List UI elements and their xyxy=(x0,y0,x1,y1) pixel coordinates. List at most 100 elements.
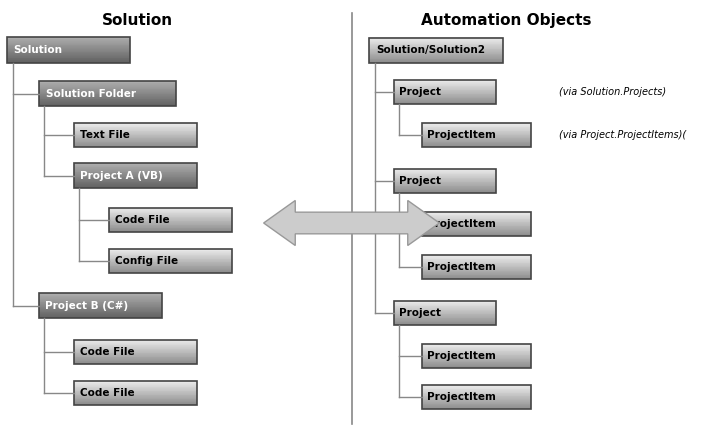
Bar xyxy=(422,130,531,131)
Bar xyxy=(394,191,496,192)
Bar xyxy=(109,213,232,214)
Bar xyxy=(39,302,162,303)
Bar xyxy=(394,89,496,90)
Bar xyxy=(422,263,531,264)
Bar xyxy=(394,83,496,84)
Bar xyxy=(74,137,197,138)
Bar xyxy=(394,100,496,101)
Bar xyxy=(394,181,496,182)
Bar xyxy=(394,168,496,170)
Bar xyxy=(74,341,197,342)
Bar xyxy=(74,132,197,134)
Bar xyxy=(422,221,531,223)
Bar xyxy=(109,263,232,264)
Bar xyxy=(74,340,197,364)
Bar xyxy=(422,235,531,236)
Bar xyxy=(422,401,531,402)
Bar xyxy=(394,311,496,312)
Text: (via Solution.Projects): (via Solution.Projects) xyxy=(559,87,666,97)
Bar xyxy=(7,57,130,58)
Bar xyxy=(369,58,503,59)
Bar xyxy=(74,123,197,147)
Bar xyxy=(422,275,531,276)
Bar xyxy=(109,265,232,266)
Bar xyxy=(109,272,232,273)
Bar xyxy=(369,56,503,57)
Bar xyxy=(422,277,531,278)
Bar xyxy=(109,250,232,251)
Bar xyxy=(74,385,197,386)
Bar xyxy=(74,355,197,356)
Bar xyxy=(422,231,531,232)
Bar xyxy=(394,169,496,171)
Bar xyxy=(422,387,531,388)
Bar xyxy=(369,57,503,58)
Bar xyxy=(422,395,531,396)
Bar xyxy=(422,144,531,145)
Bar xyxy=(74,131,197,132)
Bar xyxy=(39,105,176,106)
Bar xyxy=(394,86,496,87)
Bar xyxy=(422,357,531,358)
Bar xyxy=(109,258,232,259)
Bar xyxy=(74,359,197,360)
Bar xyxy=(74,180,197,181)
Bar xyxy=(422,267,531,268)
Bar xyxy=(7,58,130,59)
Bar xyxy=(39,298,162,299)
Bar xyxy=(422,125,531,126)
Text: Project A (VB): Project A (VB) xyxy=(80,171,162,181)
Bar xyxy=(109,228,232,229)
Bar xyxy=(39,99,176,100)
Bar xyxy=(394,184,496,185)
Bar xyxy=(109,218,232,219)
Bar xyxy=(109,271,232,272)
Bar xyxy=(74,400,197,401)
Bar xyxy=(422,269,531,270)
Bar xyxy=(422,366,531,367)
Bar xyxy=(109,214,232,215)
Bar xyxy=(369,43,503,44)
Bar xyxy=(74,356,197,357)
Bar xyxy=(74,386,197,388)
Bar xyxy=(109,231,232,232)
Bar xyxy=(74,401,197,403)
Text: Config File: Config File xyxy=(115,256,179,266)
Bar xyxy=(394,319,496,320)
Bar xyxy=(109,224,232,225)
Bar xyxy=(422,233,531,234)
Bar xyxy=(74,164,197,165)
Bar xyxy=(422,349,531,350)
Text: Project: Project xyxy=(399,87,441,97)
Bar xyxy=(422,391,531,392)
Bar xyxy=(394,169,496,193)
Bar xyxy=(394,183,496,184)
Bar xyxy=(369,46,503,47)
Bar xyxy=(394,301,496,303)
Bar xyxy=(422,399,531,401)
Bar xyxy=(422,230,531,231)
Bar xyxy=(39,315,162,316)
Bar xyxy=(7,49,130,50)
Bar xyxy=(74,132,197,133)
Bar xyxy=(39,296,162,297)
Bar xyxy=(369,49,503,50)
Text: Code File: Code File xyxy=(80,388,134,398)
Bar xyxy=(394,103,496,104)
Bar xyxy=(39,94,176,95)
Bar xyxy=(39,311,162,312)
Bar xyxy=(422,224,531,225)
Text: ProjectItem: ProjectItem xyxy=(427,262,496,272)
Bar xyxy=(74,340,197,342)
Bar xyxy=(422,274,531,275)
Bar xyxy=(394,175,496,176)
Bar xyxy=(74,359,197,361)
Bar xyxy=(7,39,130,40)
Bar xyxy=(74,123,197,124)
Bar xyxy=(74,394,197,395)
Bar xyxy=(394,91,496,92)
Bar xyxy=(422,264,531,265)
Bar xyxy=(422,136,531,137)
Bar xyxy=(422,407,531,408)
Bar xyxy=(109,268,232,269)
